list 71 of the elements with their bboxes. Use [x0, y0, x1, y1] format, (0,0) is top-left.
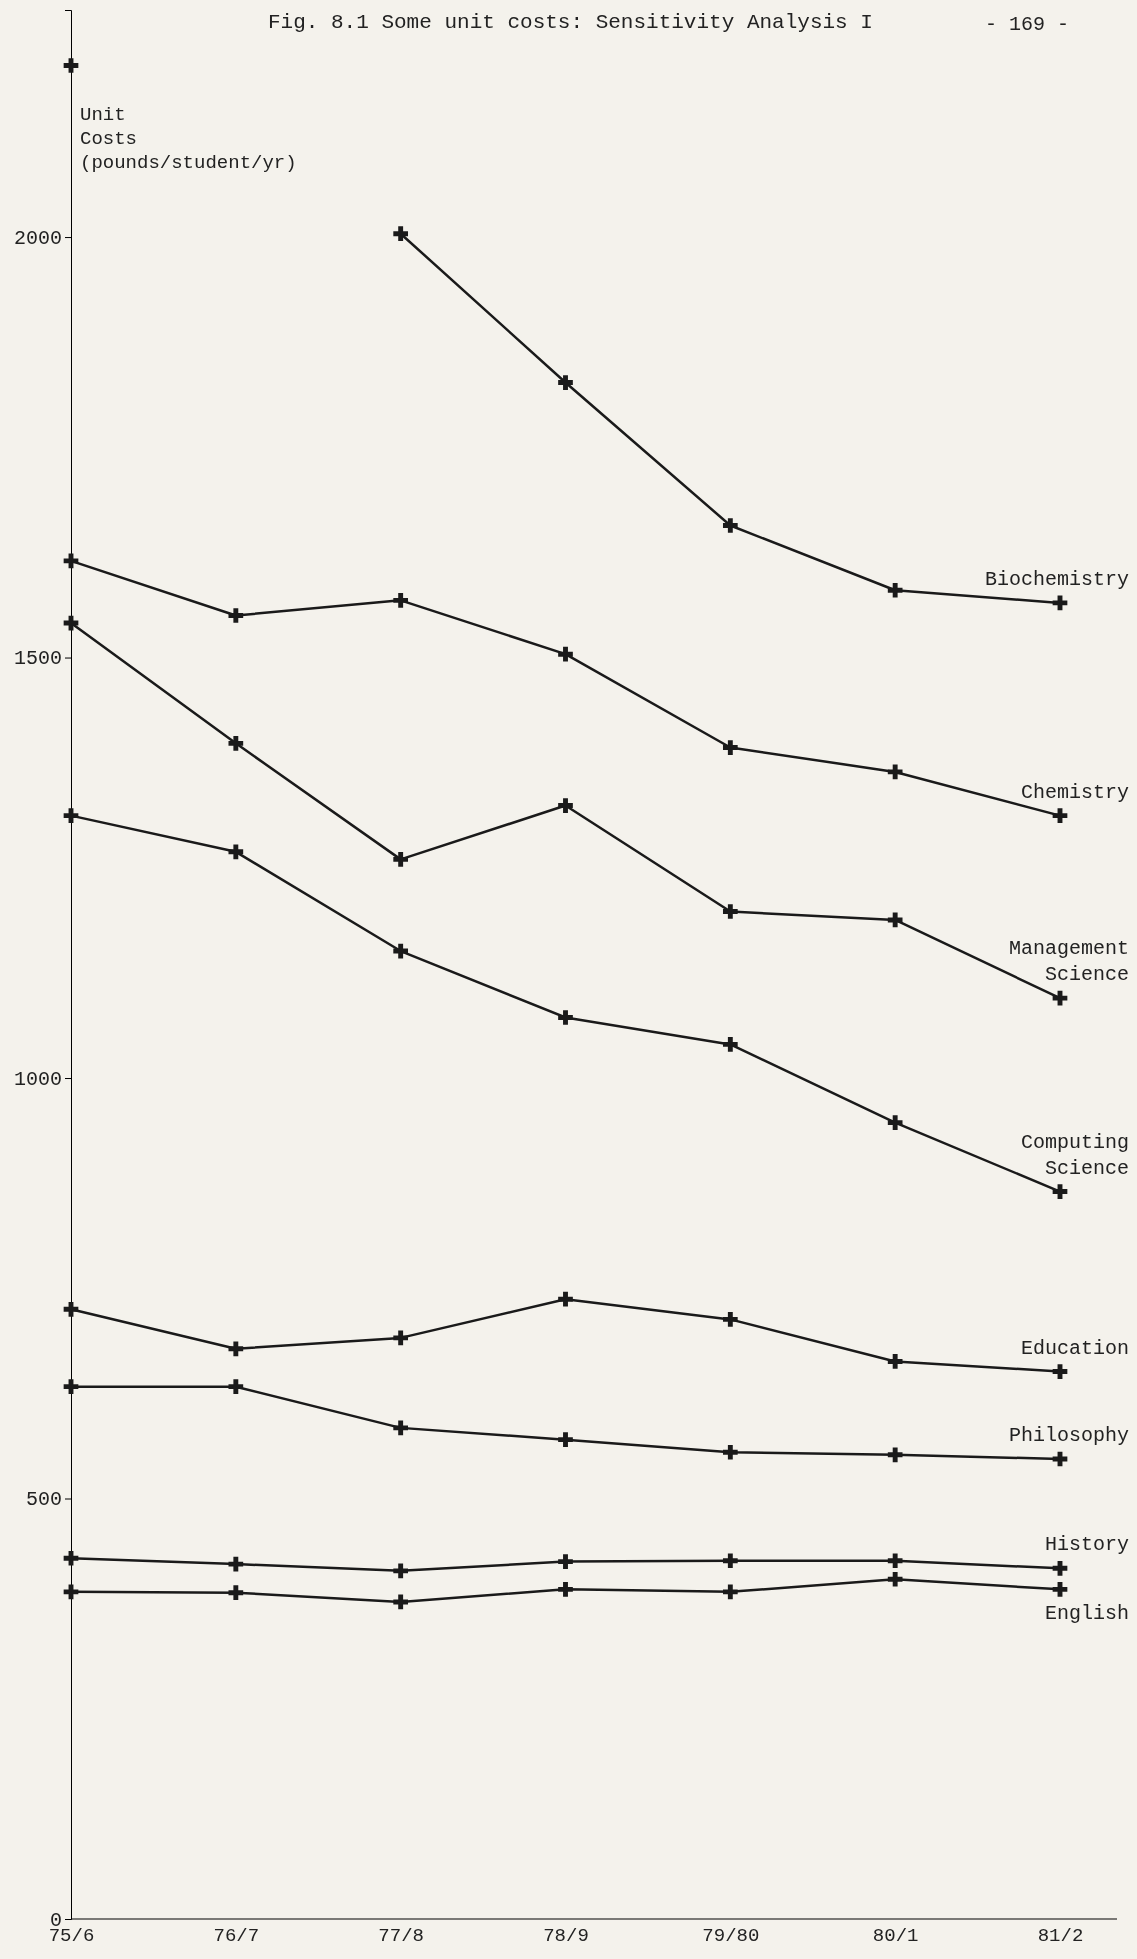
point — [558, 646, 573, 662]
series-label: History — [1044, 1533, 1129, 1557]
point — [393, 943, 409, 959]
point — [228, 1341, 244, 1357]
series-label: Education — [1020, 1336, 1129, 1360]
point — [228, 1556, 244, 1572]
x-tick-label: 78/9 — [543, 1925, 589, 1947]
y-axis-title: Unit Costs (pounds/student/yr) — [80, 104, 297, 174]
x-tick-label: 81/2 — [1037, 1925, 1084, 1947]
point — [887, 1571, 903, 1587]
point — [228, 844, 244, 860]
series-label: English — [1044, 1602, 1129, 1626]
point — [558, 1432, 573, 1447]
point — [887, 912, 903, 928]
point — [228, 1585, 244, 1601]
point — [722, 1037, 738, 1052]
point — [393, 1420, 409, 1436]
point — [558, 1010, 573, 1025]
point — [228, 608, 244, 623]
point — [558, 375, 573, 390]
point — [63, 808, 79, 823]
y-tick-label: 500 — [25, 1488, 62, 1512]
y-tick-label: 1500 — [13, 647, 62, 671]
y-tick-label: 1000 — [13, 1067, 62, 1091]
point — [722, 518, 738, 533]
series-label: Chemistry — [1020, 780, 1129, 804]
series-label: Management Science — [1008, 937, 1129, 987]
point — [1052, 808, 1068, 823]
point — [63, 553, 79, 569]
point — [722, 904, 738, 919]
x-tick-label: 76/7 — [213, 1925, 260, 1947]
point — [887, 582, 903, 598]
point — [228, 735, 244, 751]
point — [63, 58, 79, 73]
y-tick-label: 2000 — [13, 226, 62, 250]
x-tick-label: 79/80 — [702, 1925, 760, 1947]
point — [393, 1330, 409, 1346]
point — [887, 1115, 903, 1130]
point — [887, 1354, 903, 1369]
point — [558, 1291, 573, 1307]
point — [393, 593, 409, 608]
point — [558, 798, 573, 813]
point — [722, 1444, 738, 1460]
point — [63, 1301, 79, 1317]
point — [722, 1312, 738, 1327]
point — [722, 1553, 738, 1569]
point — [393, 226, 409, 242]
point — [393, 1594, 409, 1610]
point — [722, 740, 738, 755]
chart-title: Fig. 8.1 Some unit costs: Sensitivity Analysis I — [268, 11, 873, 34]
point — [1052, 1581, 1068, 1597]
point — [63, 1379, 79, 1395]
point — [1052, 1184, 1068, 1199]
point — [887, 1447, 903, 1463]
point — [393, 852, 409, 867]
annotation: - 169 - — [985, 13, 1070, 36]
point — [887, 764, 903, 780]
point — [1052, 1560, 1068, 1576]
point — [558, 1581, 573, 1597]
point — [722, 1584, 738, 1600]
point — [393, 1563, 409, 1579]
point — [1052, 1364, 1068, 1379]
series-label: Biochemistry — [984, 567, 1129, 591]
point — [228, 1379, 244, 1395]
x-tick-label: 77/8 — [378, 1925, 424, 1947]
x-tick-label: 80/1 — [872, 1925, 919, 1947]
point — [558, 1554, 573, 1569]
point — [887, 1553, 903, 1569]
point — [63, 1550, 79, 1566]
series-label: Computing Science — [1020, 1130, 1129, 1180]
series-label: Philosophy — [1008, 1423, 1129, 1447]
